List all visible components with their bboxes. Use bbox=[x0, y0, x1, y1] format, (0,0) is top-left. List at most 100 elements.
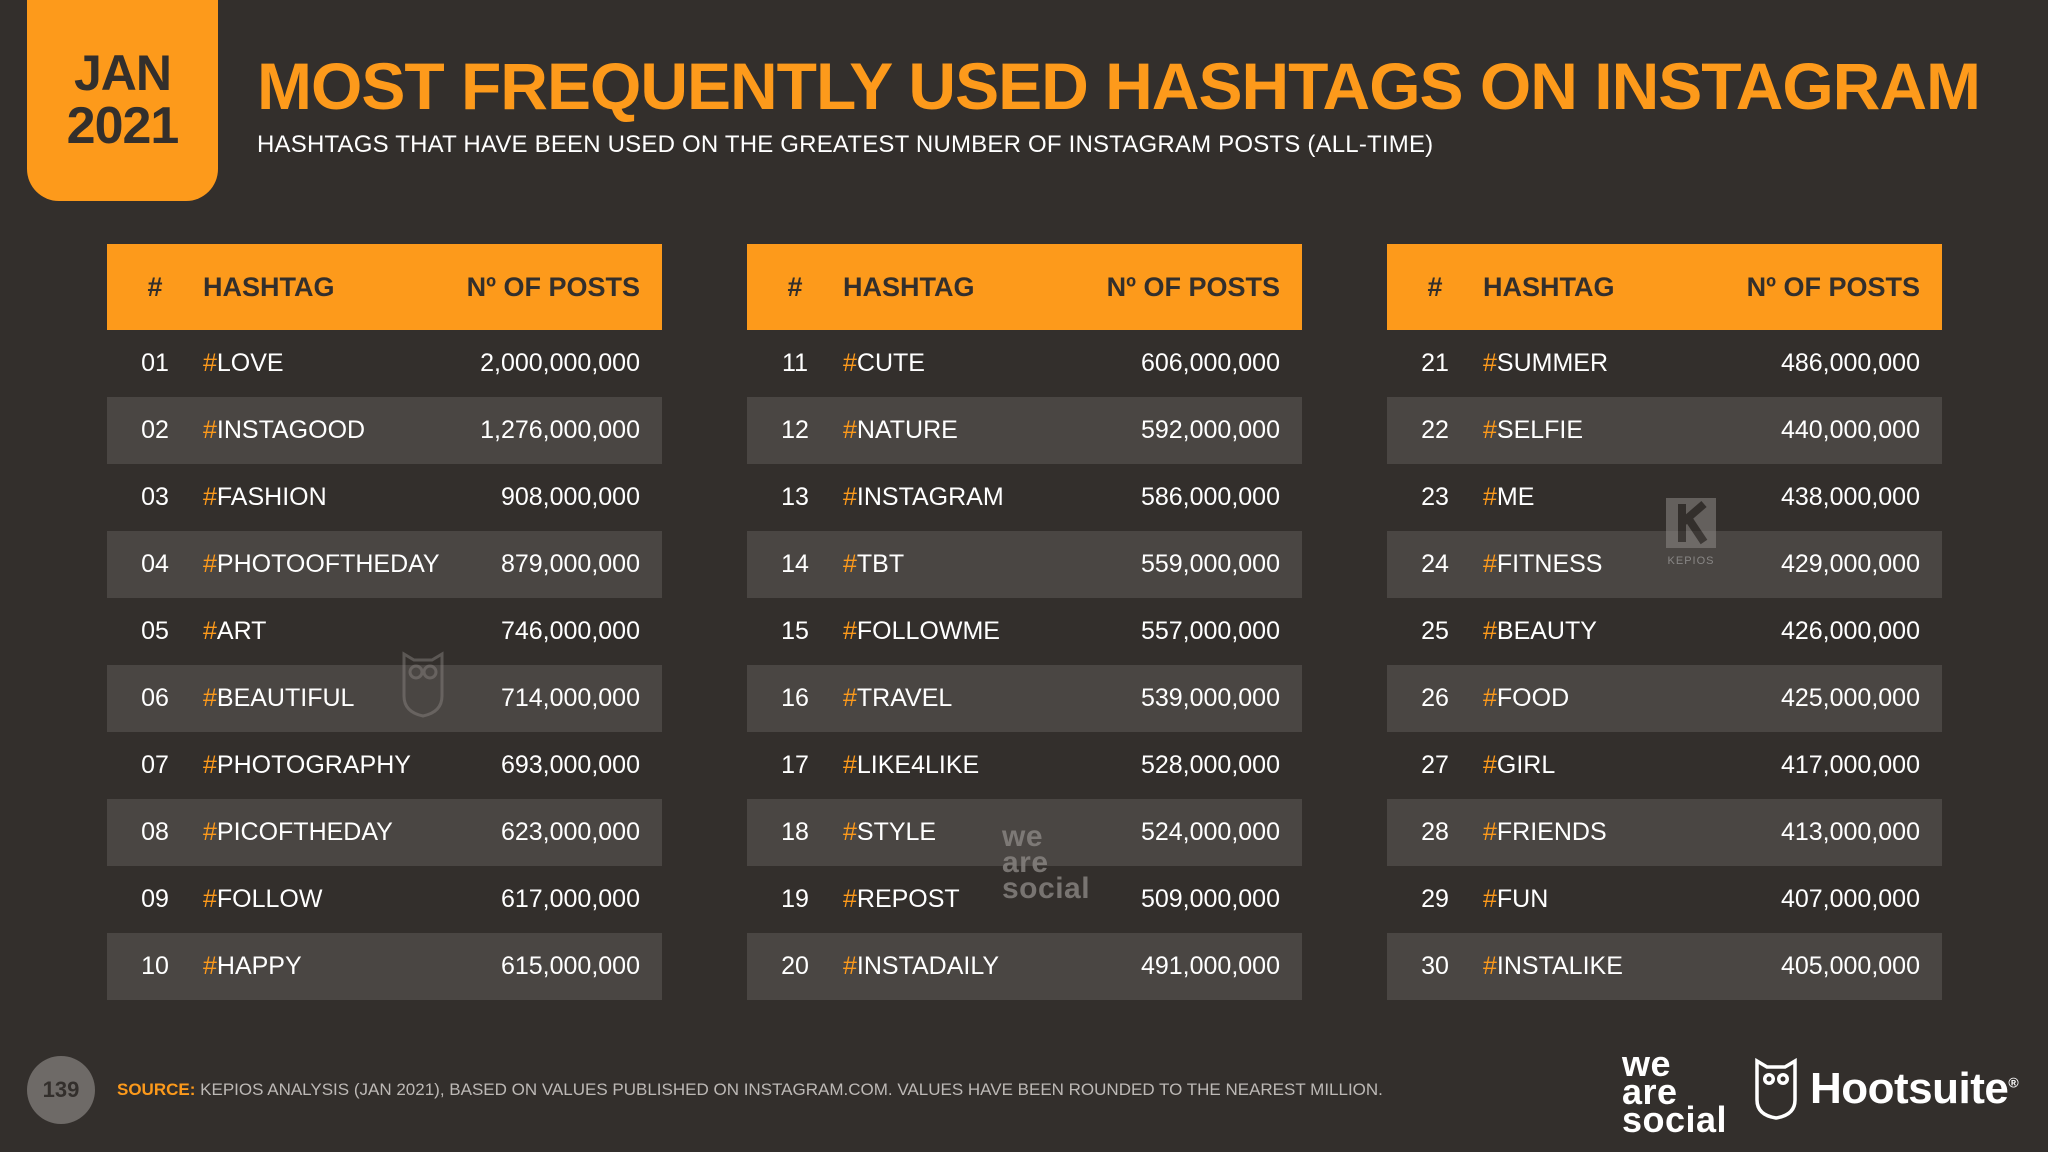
table-row: 04 #PHOTOOFTHEDAY 879,000,000 bbox=[107, 531, 662, 598]
hashtag-cell: #FOOD bbox=[1483, 684, 1720, 713]
rank-cell: 30 bbox=[1421, 952, 1449, 980]
table-row: 02 #INSTAGOOD 1,276,000,000 bbox=[107, 397, 662, 464]
hash-symbol: # bbox=[203, 550, 217, 578]
hash-symbol: # bbox=[843, 550, 857, 578]
posts-cell: 623,000,000 bbox=[500, 818, 640, 846]
posts-cell: 1,276,000,000 bbox=[480, 416, 640, 444]
hashtag-text: FASHION bbox=[216, 483, 327, 511]
hash-symbol: # bbox=[1483, 952, 1497, 980]
table-row: 23 #ME 438,000,000 bbox=[1387, 464, 1942, 531]
rank-cell: 23 bbox=[1421, 483, 1449, 511]
hashtag-cell: #FASHION bbox=[203, 483, 440, 512]
hashtag-cell: #HAPPY bbox=[203, 952, 440, 981]
table-row: 30 #INSTALIKE 405,000,000 bbox=[1387, 933, 1942, 1000]
hashtag-cell: #LOVE bbox=[203, 349, 440, 378]
rank-cell: 25 bbox=[1421, 617, 1449, 645]
rank-cell: 20 bbox=[781, 952, 809, 980]
hash-symbol: # bbox=[843, 684, 857, 712]
hashtag-text: TBT bbox=[856, 550, 905, 578]
table-header: # HASHTAG Nº OF POSTS bbox=[1387, 244, 1942, 330]
hash-symbol: # bbox=[1483, 349, 1497, 377]
owl-watermark-icon bbox=[400, 650, 446, 718]
hash-symbol: # bbox=[203, 617, 217, 645]
posts-cell: 440,000,000 bbox=[1780, 416, 1920, 444]
table-row: 17 #LIKE4LIKE 528,000,000 bbox=[747, 732, 1302, 799]
kepios-watermark: KEPIOS bbox=[1664, 496, 1718, 567]
hashtag-text: INSTALIKE bbox=[1496, 952, 1623, 980]
rank-cell: 13 bbox=[781, 483, 809, 511]
posts-cell: 413,000,000 bbox=[1780, 818, 1920, 846]
header-posts: Nº OF POSTS bbox=[1746, 271, 1920, 302]
hashtag-cell: #NATURE bbox=[843, 416, 1080, 445]
hashtag-cell: #FRIENDS bbox=[1483, 818, 1720, 847]
rank-cell: 08 bbox=[141, 818, 169, 846]
logo-word: social bbox=[1622, 1099, 1728, 1140]
hashtag-text: INSTAGOOD bbox=[216, 416, 366, 444]
posts-cell: 746,000,000 bbox=[500, 617, 640, 645]
rank-cell: 21 bbox=[1421, 349, 1449, 377]
posts-cell: 592,000,000 bbox=[1140, 416, 1280, 444]
hash-symbol: # bbox=[203, 885, 217, 913]
posts-cell: 438,000,000 bbox=[1780, 483, 1920, 511]
hash-symbol: # bbox=[843, 952, 857, 980]
hashtag-cell: #FOLLOW bbox=[203, 885, 440, 914]
hash-symbol: # bbox=[843, 617, 857, 645]
hashtag-text: BEAUTIFUL bbox=[216, 684, 355, 712]
hashtag-cell: #PHOTOGRAPHY bbox=[203, 751, 440, 780]
hashtag-cell: #INSTAGOOD bbox=[203, 416, 440, 445]
table-row: 08 #PICOFTHEDAY 623,000,000 bbox=[107, 799, 662, 866]
posts-cell: 559,000,000 bbox=[1140, 550, 1280, 578]
hashtag-cell: #REPOST bbox=[843, 885, 1080, 914]
table-row: 19 #REPOST 509,000,000 bbox=[747, 866, 1302, 933]
hash-symbol: # bbox=[203, 952, 217, 980]
table-row: 24 #FITNESS 429,000,000 bbox=[1387, 531, 1942, 598]
hash-symbol: # bbox=[843, 416, 857, 444]
table-row: 14 #TBT 559,000,000 bbox=[747, 531, 1302, 598]
hashtag-text: ART bbox=[216, 617, 267, 645]
table-row: 20 #INSTADAILY 491,000,000 bbox=[747, 933, 1302, 1000]
table-row: 10 #HAPPY 615,000,000 bbox=[107, 933, 662, 1000]
source-note: SOURCE: KEPIOS ANALYSIS (JAN 2021), BASE… bbox=[117, 1080, 1383, 1100]
hashtag-cell: #TBT bbox=[843, 550, 1080, 579]
hashtag-text: FOLLOW bbox=[216, 885, 323, 913]
table-row: 26 #FOOD 425,000,000 bbox=[1387, 665, 1942, 732]
rank-cell: 18 bbox=[781, 818, 809, 846]
hashtag-cell: #FOLLOWME bbox=[843, 617, 1080, 646]
source-text: KEPIOS ANALYSIS (JAN 2021), BASED ON VAL… bbox=[200, 1080, 1383, 1099]
table-row: 05 #ART 746,000,000 bbox=[107, 598, 662, 665]
hashtag-cell: #INSTALIKE bbox=[1483, 952, 1720, 981]
hash-symbol: # bbox=[1483, 751, 1497, 779]
table-row: 09 #FOLLOW 617,000,000 bbox=[107, 866, 662, 933]
table-row: 29 #FUN 407,000,000 bbox=[1387, 866, 1942, 933]
hashtag-cell: #STYLE bbox=[843, 818, 1080, 847]
hashtag-text: NATURE bbox=[856, 416, 958, 444]
hashtag-text: STYLE bbox=[856, 818, 937, 846]
rank-cell: 19 bbox=[781, 885, 809, 913]
page-title: MOST FREQUENTLY USED HASHTAGS ON INSTAGR… bbox=[257, 49, 1981, 123]
hashtag-cell: #ME bbox=[1483, 483, 1720, 512]
hash-symbol: # bbox=[843, 483, 857, 511]
posts-cell: 693,000,000 bbox=[500, 751, 640, 779]
posts-cell: 606,000,000 bbox=[1140, 349, 1280, 377]
registered-mark: ® bbox=[2008, 1074, 2019, 1091]
posts-cell: 425,000,000 bbox=[1780, 684, 1920, 712]
hash-symbol: # bbox=[203, 349, 217, 377]
rank-cell: 03 bbox=[141, 483, 169, 511]
posts-cell: 879,000,000 bbox=[500, 550, 640, 578]
posts-cell: 714,000,000 bbox=[500, 684, 640, 712]
watermark-word: we bbox=[1002, 820, 1044, 853]
rank-cell: 22 bbox=[1421, 416, 1449, 444]
hash-symbol: # bbox=[203, 483, 217, 511]
hashtag-text: SUMMER bbox=[1496, 349, 1609, 377]
watermark-word: social bbox=[1002, 872, 1091, 905]
hashtag-cell: #INSTAGRAM bbox=[843, 483, 1080, 512]
hashtag-text: INSTAGRAM bbox=[856, 483, 1004, 511]
hashtag-text: INSTADAILY bbox=[856, 952, 1000, 980]
date-badge: JAN 2021 bbox=[27, 0, 218, 201]
we-are-social-logo: we are social bbox=[1622, 1046, 1728, 1140]
page-number: 139 bbox=[27, 1056, 95, 1124]
rank-cell: 07 bbox=[141, 751, 169, 779]
table-row: 15 #FOLLOWME 557,000,000 bbox=[747, 598, 1302, 665]
hashtag-cell: #ART bbox=[203, 617, 440, 646]
hash-symbol: # bbox=[1483, 550, 1497, 578]
